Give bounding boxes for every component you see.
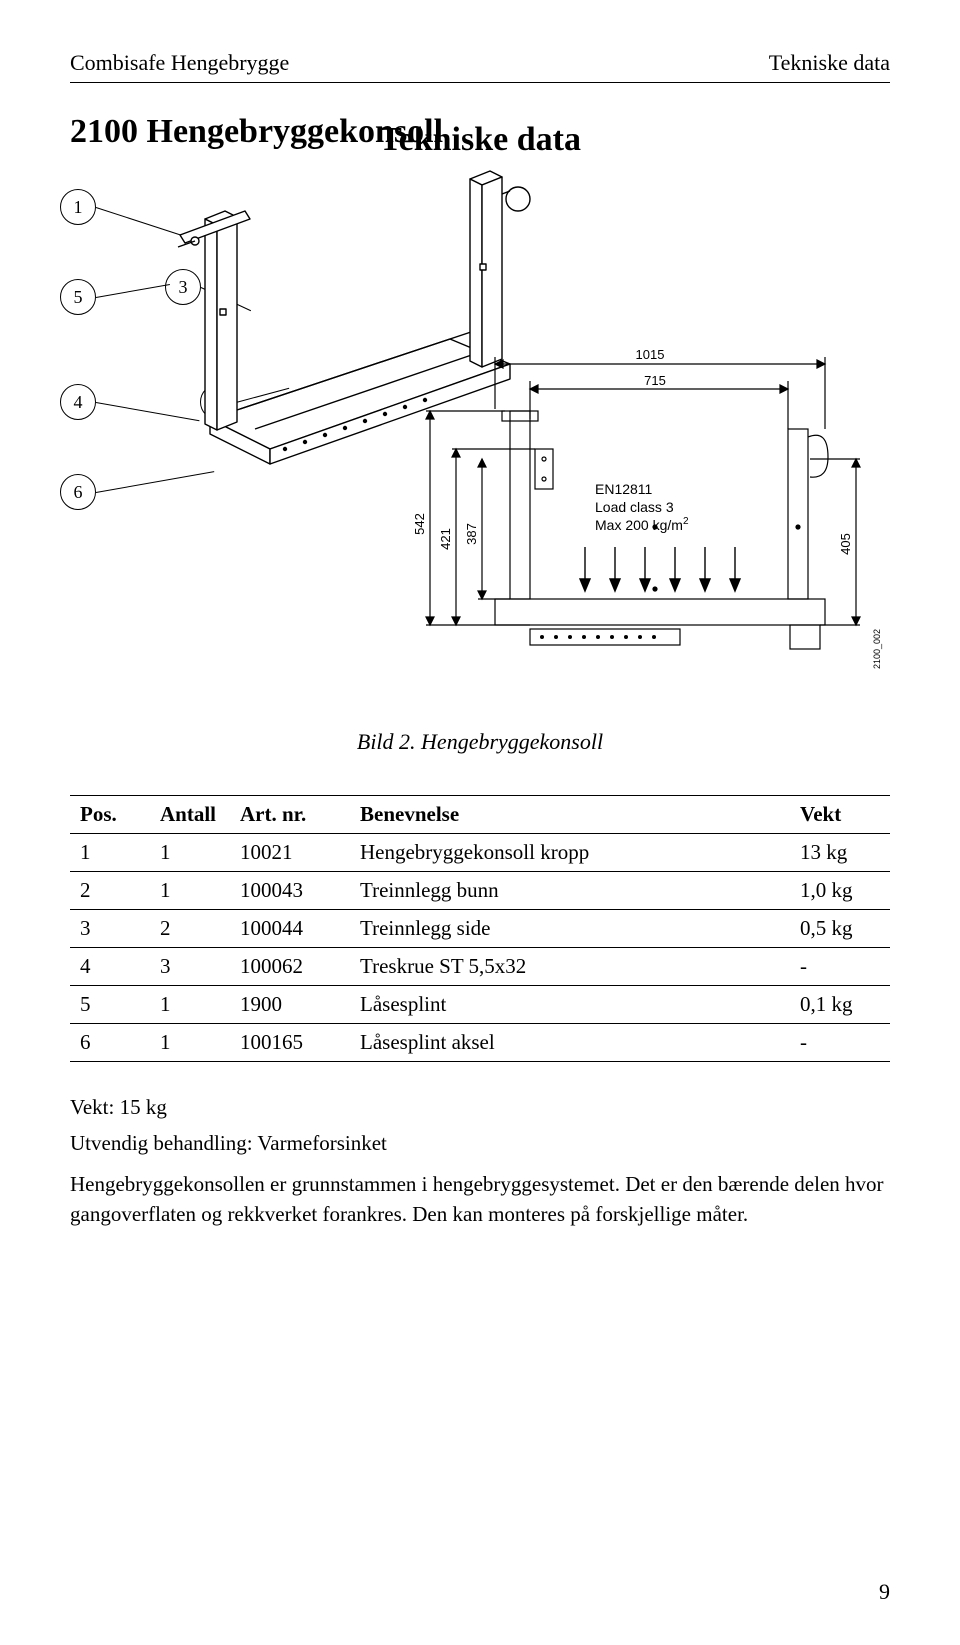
table-row: 1 1 10021 Hengebryggekonsoll kropp 13 kg bbox=[70, 834, 890, 872]
callout-5: 5 bbox=[60, 279, 96, 315]
description-paragraph: Hengebryggekonsollen er grunnstammen i h… bbox=[70, 1169, 890, 1230]
table-row: 5 1 1900 Låsesplint 0,1 kg bbox=[70, 986, 890, 1024]
dim-left-3: 387 bbox=[464, 523, 479, 545]
page-number: 9 bbox=[879, 1579, 890, 1605]
page-header: Combisafe Hengebrygge Tekniske data bbox=[70, 50, 890, 76]
treatment-line: Utvendig behandling: Varmeforsinket bbox=[70, 1128, 890, 1158]
table-row: 3 2 100044 Treinnlegg side 0,5 kg bbox=[70, 910, 890, 948]
load-line-2: Load class 3 bbox=[595, 499, 674, 515]
load-line-3: Max 200 kg/m2 bbox=[595, 516, 689, 533]
dim-right: 405 bbox=[838, 533, 853, 555]
col-artnr: Art. nr. bbox=[230, 796, 350, 834]
table-header-row: Pos. Antall Art. nr. Benevnelse Vekt bbox=[70, 796, 890, 834]
header-rule bbox=[70, 82, 890, 83]
header-right: Tekniske data bbox=[769, 50, 890, 76]
callout-1: 1 bbox=[60, 189, 96, 225]
table-row: 6 1 100165 Låsesplint aksel - bbox=[70, 1024, 890, 1062]
dim-outer: 1015 bbox=[636, 347, 665, 362]
figure-caption: Bild 2. Hengebryggekonsoll bbox=[70, 729, 890, 755]
body-text: Vekt: 15 kg Utvendig behandling: Varmefo… bbox=[70, 1092, 890, 1230]
dim-left-1: 542 bbox=[412, 513, 427, 535]
table-row: 4 3 100062 Treskrue ST 5,5x32 - bbox=[70, 948, 890, 986]
callout-4: 4 bbox=[60, 384, 96, 420]
callout-6: 6 bbox=[60, 474, 96, 510]
dim-left-2: 421 bbox=[438, 528, 453, 550]
weight-line: Vekt: 15 kg bbox=[70, 1092, 890, 1122]
col-benevnelse: Benevnelse bbox=[350, 796, 790, 834]
dim-inner: 715 bbox=[644, 373, 666, 388]
header-left: Combisafe Hengebrygge bbox=[70, 50, 289, 76]
load-line-1: EN12811 bbox=[595, 481, 653, 497]
drawing-number: 2100_002 bbox=[872, 629, 882, 669]
diagram-area: 1 5 3 4 2 6 bbox=[60, 189, 880, 709]
col-pos: Pos. bbox=[70, 796, 150, 834]
col-antall: Antall bbox=[150, 796, 230, 834]
orthographic-drawing: 1015 715 542 421 387 405 EN12811 Load cl… bbox=[390, 329, 890, 709]
parts-table: Pos. Antall Art. nr. Benevnelse Vekt 1 1… bbox=[70, 795, 890, 1062]
col-vekt: Vekt bbox=[790, 796, 890, 834]
table-row: 2 1 100043 Treinnlegg bunn 1,0 kg bbox=[70, 872, 890, 910]
